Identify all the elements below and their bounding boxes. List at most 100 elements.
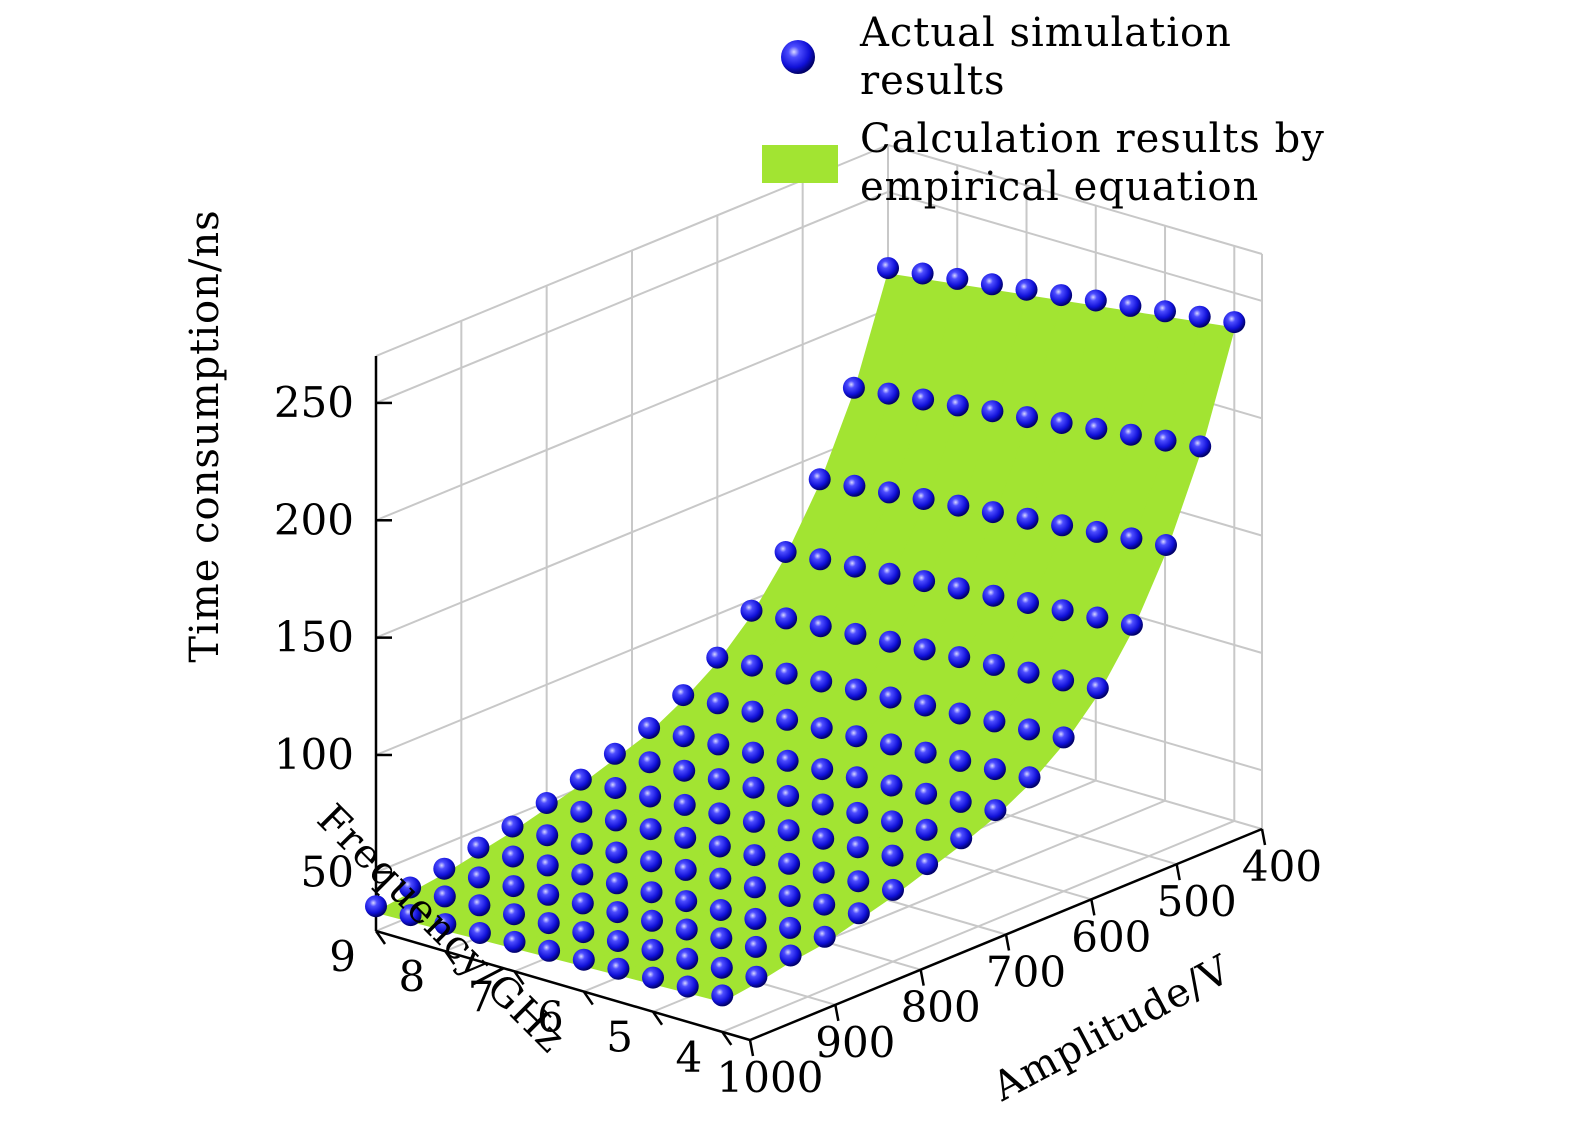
data-point-sphere: [707, 768, 730, 791]
grid-line-back-time: [375, 191, 889, 404]
data-point-sphere: [640, 881, 663, 904]
data-point-sphere: [913, 638, 936, 661]
legend-label-points-line1: Actual simulation: [859, 10, 1232, 56]
data-point-sphere: [1015, 278, 1038, 301]
data-point-sphere: [845, 725, 868, 748]
data-point-sphere: [914, 741, 937, 764]
data-point-sphere: [672, 684, 695, 707]
data-point-sphere: [501, 815, 524, 838]
data-point-sphere: [845, 766, 868, 789]
data-point-sphere: [811, 758, 834, 781]
data-point-sphere: [808, 468, 831, 491]
data-point-sphere: [711, 984, 734, 1007]
grid-line-side-top: [887, 144, 1263, 255]
data-point-sphere: [915, 818, 938, 841]
data-point-sphere: [639, 785, 662, 808]
data-point-sphere: [707, 733, 730, 756]
data-point-sphere: [572, 921, 595, 944]
data-point-sphere: [948, 646, 971, 669]
legend-label-points-line2: results: [860, 58, 1005, 104]
data-point-sphere: [880, 774, 903, 797]
x-tick-label: 700: [986, 948, 1066, 997]
data-point-sphere: [604, 777, 627, 799]
data-point-sphere: [399, 876, 422, 899]
data-point-sphere: [1017, 661, 1040, 684]
data-point-sphere: [640, 850, 663, 873]
data-point-sphere: [1051, 514, 1074, 537]
data-point-sphere: [878, 481, 900, 504]
data-point-sphere: [536, 854, 559, 877]
data-point-sphere: [674, 858, 697, 881]
data-point-sphere: [676, 947, 699, 970]
data-point-sphere: [1084, 289, 1107, 312]
data-point-sphere: [607, 957, 630, 980]
data-point-sphere: [1051, 599, 1074, 622]
x-tick-mark: [834, 1004, 840, 1022]
data-point-sphere: [946, 394, 969, 417]
data-point-sphere: [1119, 423, 1142, 446]
data-point-sphere: [779, 944, 802, 967]
data-point-sphere: [433, 857, 456, 880]
data-point-sphere: [877, 257, 899, 280]
data-point-sphere: [912, 388, 935, 411]
data-point-sphere: [706, 646, 729, 669]
data-point-sphere: [434, 913, 457, 936]
data-point-sphere: [639, 818, 662, 841]
data-point-sphere: [365, 895, 387, 918]
data-point-sphere: [743, 844, 766, 867]
data-point-sphere: [741, 700, 764, 723]
data-point-sphere: [1085, 520, 1108, 543]
data-point-sphere: [744, 935, 767, 958]
data-point-sphere: [882, 878, 904, 901]
data-point-sphere: [709, 867, 732, 890]
data-point-sphere: [778, 852, 801, 875]
data-point-sphere: [468, 922, 491, 944]
data-point-sphere: [812, 827, 835, 850]
grid-line-back-time: [375, 425, 889, 639]
y-tick-mark: [582, 990, 594, 1006]
data-point-sphere: [811, 793, 834, 816]
data-point-sphere: [673, 793, 696, 816]
data-point-sphere: [983, 710, 1006, 733]
data-point-sphere: [776, 749, 799, 772]
data-point-sphere: [1086, 606, 1109, 629]
data-point-sphere: [603, 742, 626, 765]
data-point-sphere: [877, 382, 900, 405]
y-tick-mark: [374, 930, 387, 945]
data-point-sphere: [570, 800, 593, 823]
data-point-sphere: [777, 819, 800, 842]
data-point-sphere: [948, 702, 971, 725]
y-tick-mark: [721, 1031, 733, 1046]
x-tick-mark: [1090, 899, 1096, 916]
z-tick-label: 50: [301, 847, 354, 896]
data-point-sphere: [1120, 613, 1143, 636]
data-point-sphere: [742, 810, 765, 833]
grid-line-floor-frequency: [721, 820, 1235, 1033]
data-point-sphere: [911, 262, 934, 285]
x-tick-mark: [748, 1039, 755, 1057]
data-point-sphere: [675, 890, 698, 913]
data-point-sphere: [570, 832, 593, 855]
data-point-sphere: [881, 844, 904, 867]
data-point-sphere: [879, 630, 901, 653]
data-point-sphere: [1154, 429, 1177, 452]
data-point-sphere: [777, 785, 800, 807]
data-point-sphere: [914, 694, 937, 717]
legend: Actual simulation results Calculation re…: [762, 10, 1324, 210]
z-tick-label: 200: [274, 495, 354, 544]
data-point-sphere: [1120, 527, 1143, 550]
data-point-sphere: [1017, 592, 1039, 614]
data-point-sphere: [982, 584, 1005, 607]
grid-line-back-time: [375, 308, 889, 522]
data-point-sphere: [1188, 305, 1211, 328]
x-tick-label: 600: [1071, 912, 1151, 961]
data-point-sphere: [1223, 311, 1246, 334]
data-point-sphere: [878, 562, 901, 585]
data-point-sphere: [1016, 406, 1038, 429]
data-point-sphere: [467, 836, 490, 859]
data-point-sphere: [842, 376, 865, 399]
y-tick-mark: [444, 950, 456, 965]
data-point-sphere: [673, 759, 696, 782]
data-point-sphere: [813, 893, 836, 916]
